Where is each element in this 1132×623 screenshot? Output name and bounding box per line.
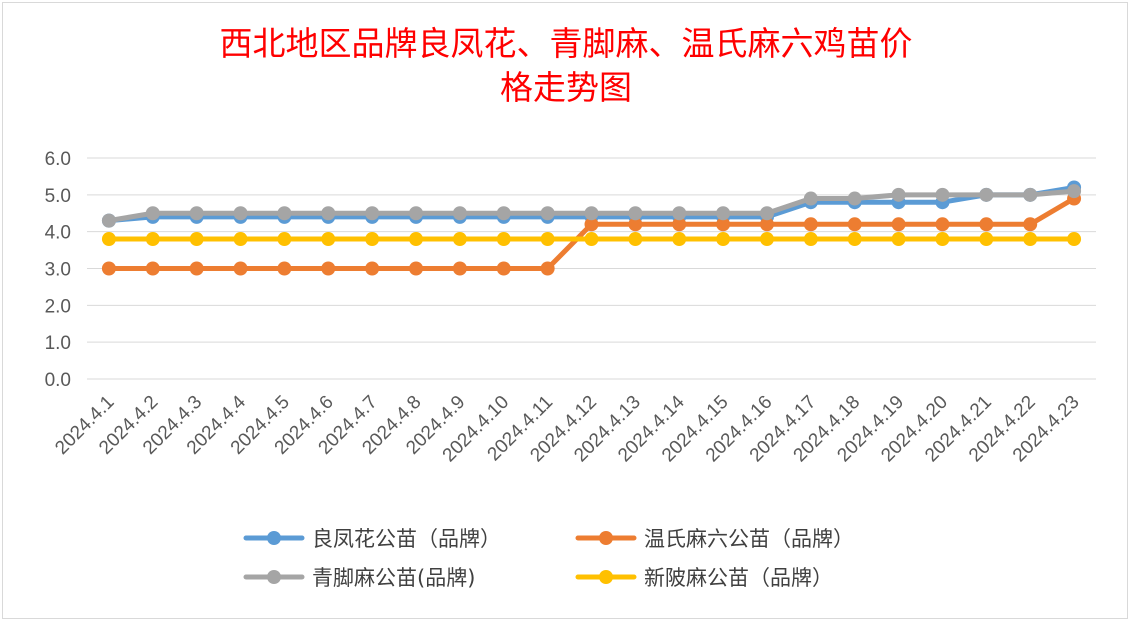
- data-point: [1023, 217, 1038, 232]
- data-point: [672, 217, 687, 232]
- data-point: [189, 232, 204, 247]
- y-tick-label: 3.0: [45, 260, 71, 281]
- data-point: [540, 232, 555, 247]
- legend-label: 温氏麻六公苗（品牌）: [644, 527, 854, 551]
- data-point: [584, 217, 599, 232]
- data-point: [847, 232, 862, 247]
- data-point: [803, 217, 818, 232]
- y-tick-label: 1.0: [45, 333, 71, 354]
- data-point: [979, 217, 994, 232]
- data-point: [365, 261, 380, 276]
- data-point: [759, 232, 774, 247]
- data-point: [540, 206, 555, 221]
- legend-swatch-marker: [267, 570, 281, 584]
- y-tick-label: 0.0: [45, 370, 71, 391]
- data-point: [452, 206, 467, 221]
- data-point: [979, 187, 994, 202]
- data-point: [365, 232, 380, 247]
- data-point: [847, 191, 862, 206]
- data-point: [452, 261, 467, 276]
- data-point: [891, 187, 906, 202]
- data-point: [759, 217, 774, 232]
- data-point: [145, 232, 160, 247]
- data-point: [935, 217, 950, 232]
- data-point: [233, 232, 248, 247]
- data-point: [1023, 232, 1038, 247]
- data-point: [1067, 232, 1082, 247]
- data-point: [628, 232, 643, 247]
- data-point: [935, 187, 950, 202]
- chart-title: 西北地区品牌良凤花、青脚麻、温氏麻六鸡苗价 格走势图: [0, 22, 1132, 110]
- data-point: [496, 261, 511, 276]
- legend-swatch-marker: [599, 531, 613, 545]
- data-point: [672, 206, 687, 221]
- data-point: [321, 261, 336, 276]
- data-point: [321, 232, 336, 247]
- data-point: [716, 206, 731, 221]
- legend-label: 良凤花公苗（品牌）: [312, 527, 501, 551]
- data-point: [847, 217, 862, 232]
- data-point: [277, 206, 292, 221]
- data-point: [365, 206, 380, 221]
- legend-label: 新陂麻公苗（品牌）: [644, 566, 833, 590]
- data-point: [540, 261, 555, 276]
- data-point: [409, 232, 424, 247]
- data-point: [803, 232, 818, 247]
- data-point: [233, 261, 248, 276]
- data-point: [277, 232, 292, 247]
- data-point: [496, 206, 511, 221]
- data-point: [891, 217, 906, 232]
- data-point: [716, 217, 731, 232]
- data-point: [233, 206, 248, 221]
- data-point: [409, 261, 424, 276]
- data-point: [145, 206, 160, 221]
- data-point: [935, 232, 950, 247]
- data-point: [1067, 184, 1082, 199]
- data-point: [979, 232, 994, 247]
- data-point: [277, 261, 292, 276]
- data-point: [101, 232, 116, 247]
- data-point: [101, 261, 116, 276]
- y-tick-label: 6.0: [45, 149, 71, 170]
- data-point: [409, 206, 424, 221]
- y-tick-label: 4.0: [45, 223, 71, 244]
- legend-label: 青脚麻公苗(品牌): [312, 566, 475, 590]
- data-point: [759, 206, 774, 221]
- data-point: [584, 206, 599, 221]
- chart-title-line-1: 西北地区品牌良凤花、青脚麻、温氏麻六鸡苗价: [219, 24, 913, 63]
- data-point: [321, 206, 336, 221]
- data-point: [496, 232, 511, 247]
- data-point: [803, 191, 818, 206]
- data-point: [716, 232, 731, 247]
- chart-title-line-2: 格走势图: [500, 68, 632, 107]
- data-point: [1023, 187, 1038, 202]
- data-point: [145, 261, 160, 276]
- data-point: [672, 232, 687, 247]
- data-point: [891, 232, 906, 247]
- data-point: [189, 206, 204, 221]
- data-point: [628, 217, 643, 232]
- data-point: [101, 213, 116, 228]
- y-tick-label: 5.0: [45, 186, 71, 207]
- data-point: [452, 232, 467, 247]
- legend-swatch-marker: [599, 570, 613, 584]
- legend-swatch-marker: [267, 531, 281, 545]
- data-point: [584, 232, 599, 247]
- y-tick-label: 2.0: [45, 296, 71, 317]
- data-point: [189, 261, 204, 276]
- data-point: [628, 206, 643, 221]
